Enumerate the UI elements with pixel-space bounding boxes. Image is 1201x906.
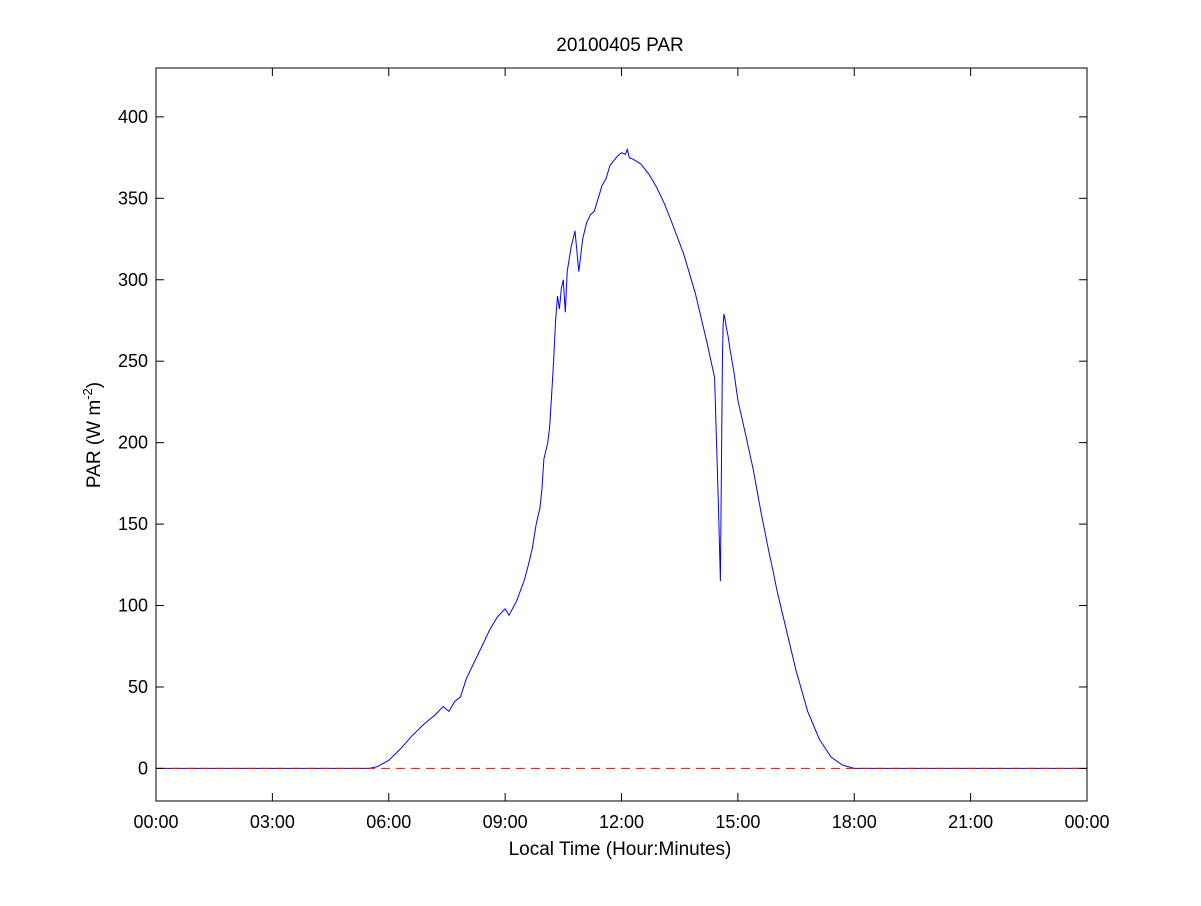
y-tick-label: 250 bbox=[118, 351, 148, 371]
x-tick-label: 03:00 bbox=[250, 812, 295, 832]
plot-area: 00:00 03:00 06:00 09:00 12:00 15:00 18:00 21:00… bbox=[118, 67, 1110, 832]
x-tick-label: 00:00 bbox=[1064, 812, 1109, 832]
x-axis-label: Local Time (Hour:Minutes) bbox=[509, 839, 732, 860]
x-tick-label: 09:00 bbox=[483, 812, 528, 832]
y-axis-label: PAR (W m-2) bbox=[80, 382, 105, 488]
y-tick-label: 100 bbox=[118, 596, 148, 616]
y-axis-label-main: PAR (W m bbox=[84, 400, 105, 488]
x-tick-label: 06:00 bbox=[366, 812, 411, 832]
svg-text:PAR (W m-2): PAR (W m-2) bbox=[80, 382, 105, 488]
y-tick-label: 400 bbox=[118, 107, 148, 127]
x-tick-label: 15:00 bbox=[715, 812, 760, 832]
x-tick-label: 21:00 bbox=[948, 812, 993, 832]
y-tick-label: 200 bbox=[118, 433, 148, 453]
chart-title: 20100405 PAR bbox=[556, 35, 683, 56]
par-series-line bbox=[156, 147, 1087, 769]
x-tick-label: 18:00 bbox=[832, 812, 877, 832]
y-tick-label: 350 bbox=[118, 188, 148, 208]
y-tick-label: 300 bbox=[118, 270, 148, 290]
y-tick-label: 50 bbox=[128, 677, 148, 697]
y-axis-label-superscript: -2 bbox=[80, 388, 95, 400]
y-tick-label: 0 bbox=[138, 758, 148, 778]
x-tick-label: 00:00 bbox=[133, 812, 178, 832]
y-tick-label: 150 bbox=[118, 514, 148, 534]
x-tick-label: 12:00 bbox=[599, 812, 644, 832]
y-axis-label-close: ) bbox=[84, 382, 105, 388]
